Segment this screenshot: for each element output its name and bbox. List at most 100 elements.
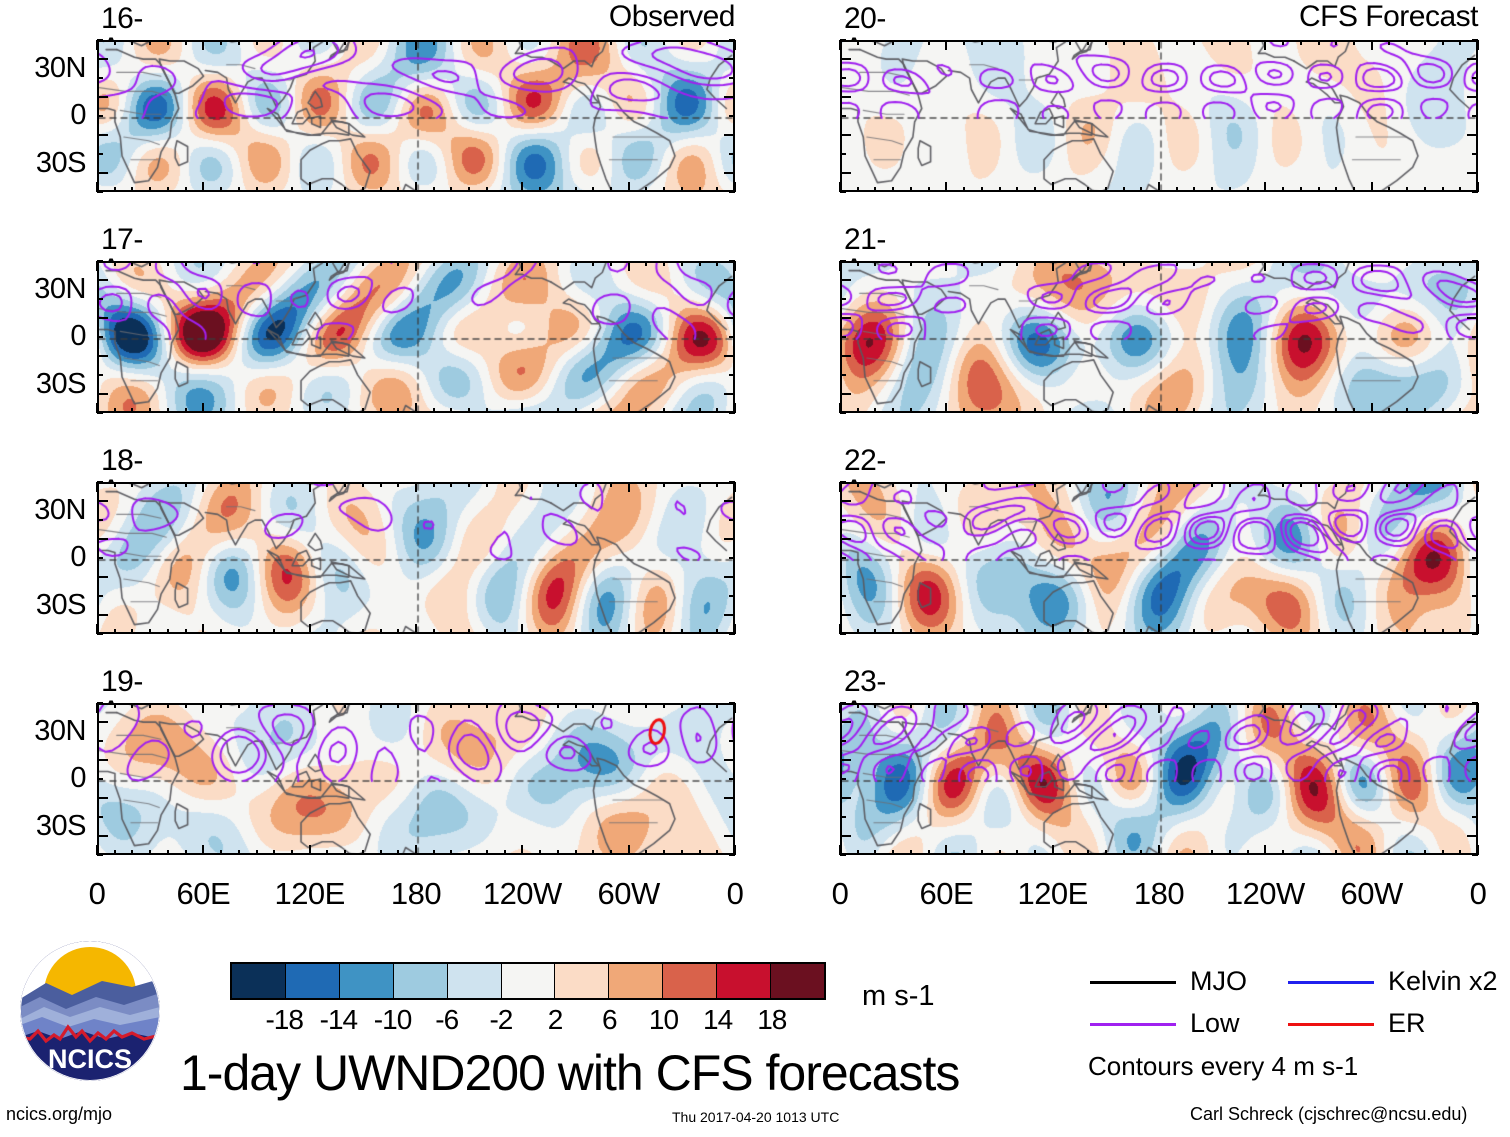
x-tick [450, 850, 453, 855]
x-tick [1317, 261, 1320, 266]
x-tick [1033, 40, 1036, 45]
x-tick [1193, 40, 1196, 45]
x-tick [998, 482, 1001, 487]
colorbar-swatch-8 [663, 964, 718, 998]
x-tick [556, 482, 559, 487]
x-tick [839, 40, 841, 50]
x-tick [1122, 850, 1125, 855]
x-tick [839, 482, 841, 492]
x-tick [166, 408, 169, 413]
x-tick [1246, 850, 1249, 855]
x-tick [361, 261, 364, 266]
y-tick [97, 336, 103, 338]
x-tick [680, 261, 683, 266]
x-tick [734, 845, 736, 855]
y-tick [840, 260, 846, 262]
x-tick [1140, 408, 1143, 413]
x-tick [273, 408, 276, 413]
x-tick [1175, 40, 1178, 45]
y-tick [1467, 721, 1478, 723]
x-tick [1370, 261, 1373, 271]
x-tick [1158, 182, 1160, 192]
y-axis-label-30s: 30S [35, 146, 87, 179]
x-tick [1441, 261, 1444, 266]
y-tick [97, 854, 103, 856]
x-tick [450, 703, 453, 708]
x-tick [1211, 187, 1214, 192]
x-tick [874, 261, 877, 266]
y-tick [840, 633, 846, 635]
x-tick [202, 482, 205, 492]
x-tick [1104, 261, 1107, 266]
x-tick [574, 187, 577, 192]
x-tick [1140, 187, 1143, 192]
footer-left-link[interactable]: ncics.org/mjo [6, 1104, 113, 1124]
x-tick [1016, 629, 1019, 634]
footer-author: Carl Schreck (cjschrec@ncsu.edu) [1190, 1104, 1468, 1124]
x-tick [432, 482, 435, 487]
x-tick [344, 482, 347, 487]
y-tick [97, 538, 108, 540]
y-tick [724, 134, 735, 136]
x-tick [1246, 187, 1249, 192]
x-tick [892, 703, 895, 708]
x-tick [1016, 40, 1019, 45]
colorbar-swatch-5 [501, 964, 556, 998]
x-tick [1388, 703, 1391, 708]
x-tick [1104, 408, 1107, 413]
x-tick [1193, 850, 1196, 855]
x-tick [361, 187, 364, 192]
y-tick [1467, 576, 1478, 578]
y-tick [1472, 115, 1478, 117]
x-tick [432, 40, 435, 45]
x-tick [96, 182, 98, 192]
x-axis-label-60e: 60E [176, 876, 231, 911]
y-tick [97, 96, 108, 98]
x-tick [468, 187, 471, 192]
y-tick [1467, 172, 1478, 174]
y-tick [1467, 393, 1478, 395]
x-tick [1299, 261, 1302, 266]
y-tick [97, 393, 108, 395]
x-tick [1459, 408, 1462, 413]
x-tick [1406, 703, 1409, 708]
x-tick [963, 408, 966, 413]
legend-label-kelvin: Kelvin x2 [1388, 966, 1498, 996]
page-title: 1-day UWND200 with CFS forecasts [180, 1045, 960, 1101]
x-tick [184, 261, 187, 266]
y-tick [840, 172, 851, 174]
y-tick [840, 702, 846, 704]
colorbar-swatch-1 [285, 964, 340, 998]
x-axis-label-180: 180 [390, 876, 442, 911]
y-tick [97, 759, 108, 761]
y-tick [1472, 595, 1478, 597]
x-tick [1317, 187, 1320, 192]
x-tick [556, 187, 559, 192]
x-tick [663, 40, 666, 45]
x-tick [344, 187, 347, 192]
x-tick [945, 40, 948, 50]
x-tick [149, 482, 152, 487]
x-tick [113, 187, 116, 192]
x-tick [96, 624, 98, 634]
x-tick [1087, 850, 1090, 855]
x-tick [326, 482, 329, 487]
x-tick [1299, 629, 1302, 634]
x-tick [1211, 482, 1214, 487]
x-tick [1104, 40, 1107, 45]
x-tick [1335, 629, 1338, 634]
x-tick [1051, 40, 1054, 50]
x-tick [1352, 408, 1355, 413]
y-tick [840, 538, 851, 540]
x-tick [273, 261, 276, 266]
x-tick [1264, 482, 1267, 492]
x-tick [166, 482, 169, 487]
x-tick [290, 187, 293, 192]
x-tick [1246, 40, 1249, 45]
x-tick [963, 850, 966, 855]
x-tick [592, 187, 595, 192]
x-tick [1352, 629, 1355, 634]
x-tick [892, 629, 895, 634]
x-tick [856, 187, 859, 192]
x-tick [627, 261, 630, 271]
